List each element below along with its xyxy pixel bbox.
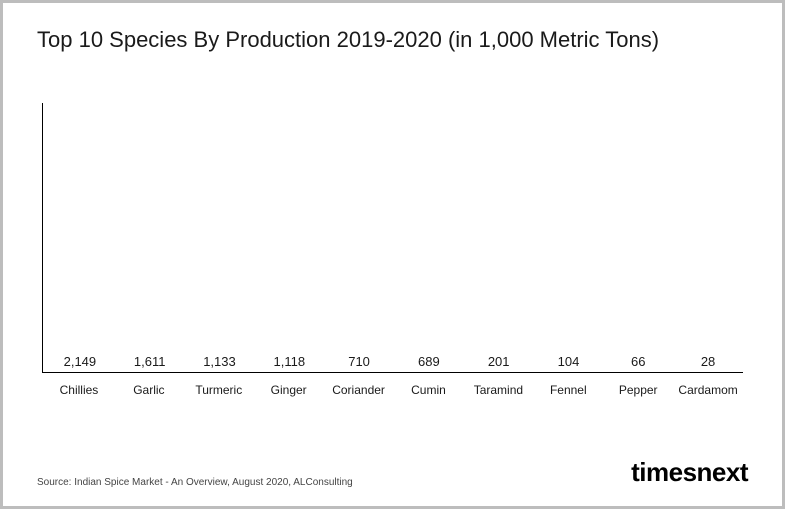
bar-value-label: 1,118 (262, 354, 316, 369)
x-axis-label: Turmeric (184, 375, 254, 403)
bars-container: 2,149 1,611 1,133 1,118 710 689 201 104 66 28 (43, 103, 743, 372)
bar-value-label: 2,149 (53, 354, 107, 369)
x-axis-label: Fennel (533, 375, 603, 403)
bar-value-label: 104 (541, 354, 595, 369)
source-text: Source: Indian Spice Market - An Overvie… (37, 477, 353, 488)
chart-area: 2,149 1,611 1,133 1,118 710 689 201 104 66 28 Chi… (42, 103, 743, 403)
x-axis-label: Pepper (603, 375, 673, 403)
footer: Source: Indian Spice Market - An Overvie… (37, 457, 748, 488)
brand-logo: timesnext (631, 457, 748, 488)
x-axis-labels: ChilliesGarlicTurmericGingerCorianderCum… (42, 375, 743, 403)
plot-region: 2,149 1,611 1,133 1,118 710 689 201 104 66 28 (42, 103, 743, 373)
x-axis-label: Ginger (254, 375, 324, 403)
x-axis-label: Taramind (463, 375, 533, 403)
bar-value-label: 689 (402, 354, 456, 369)
bar-value-label: 710 (332, 354, 386, 369)
bar-value-label: 201 (471, 354, 525, 369)
bar-value-label: 1,133 (192, 354, 246, 369)
x-axis-label: Coriander (324, 375, 394, 403)
inner-frame: Top 10 Species By Production 2019-2020 (… (7, 7, 778, 502)
x-axis-label: Chillies (44, 375, 114, 403)
x-axis-label: Cardamom (673, 375, 743, 403)
x-axis-label: Garlic (114, 375, 184, 403)
bar-value-label: 1,611 (122, 354, 176, 369)
bar-value-label: 66 (611, 354, 665, 369)
chart-title: Top 10 Species By Production 2019-2020 (… (37, 27, 748, 53)
x-axis-label: Cumin (394, 375, 464, 403)
bar-value-label: 28 (681, 354, 735, 369)
outer-frame: Top 10 Species By Production 2019-2020 (… (0, 0, 785, 509)
